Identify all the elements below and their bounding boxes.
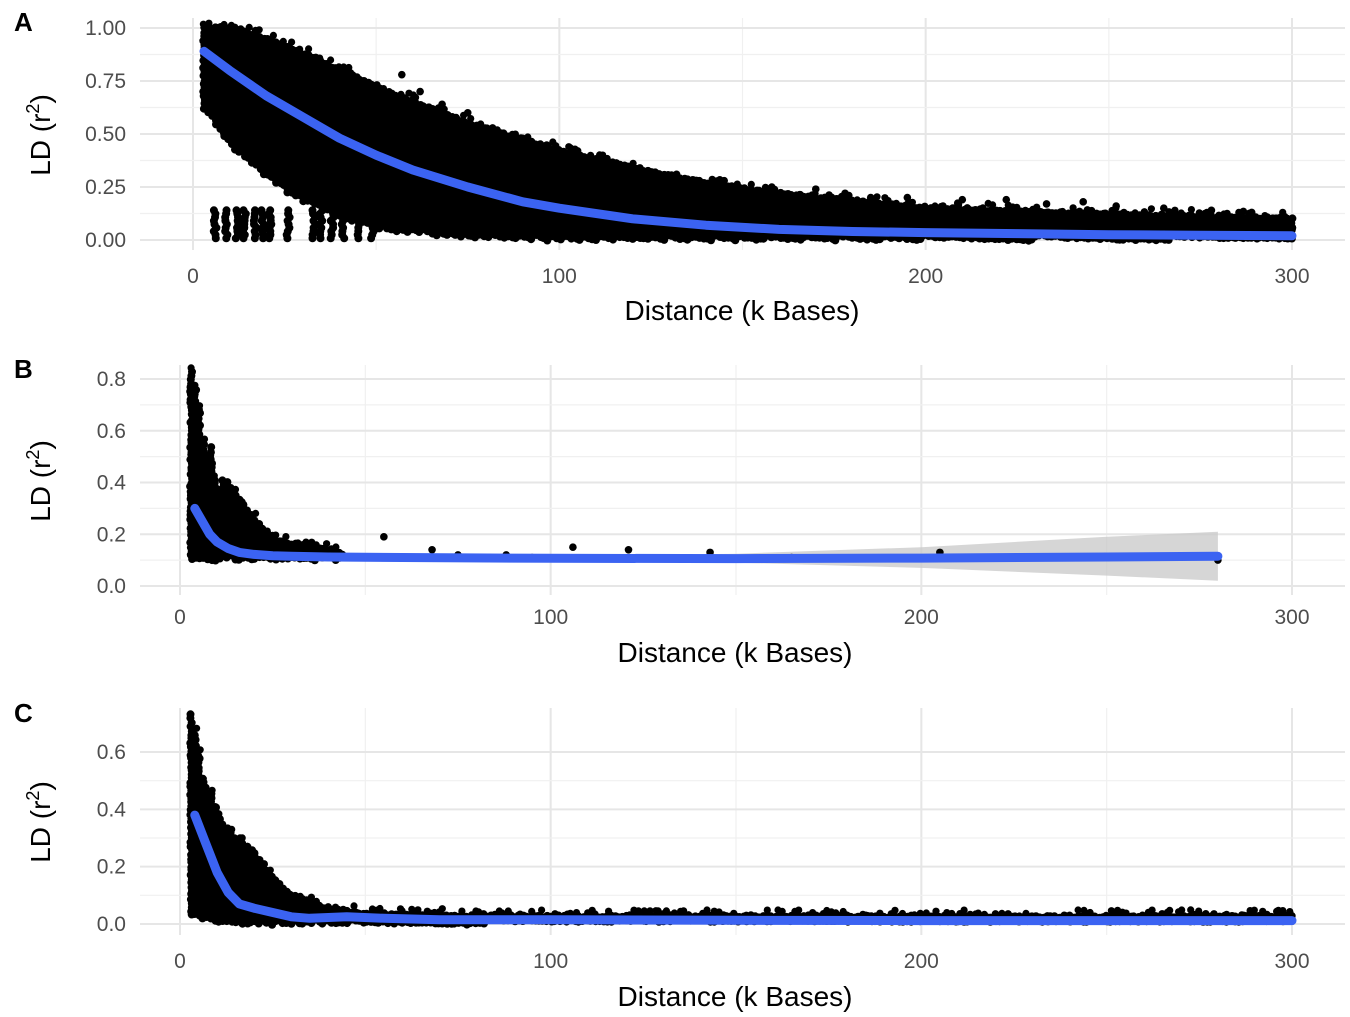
data-point [1171,206,1179,214]
data-point [1059,207,1067,216]
data-point [629,159,637,167]
data-point [943,205,951,213]
data-point [989,201,997,209]
data-point [655,170,663,178]
data-point [279,37,287,46]
data-point [327,56,335,64]
data-point [296,45,304,53]
data-point [305,45,313,53]
data-point [269,31,277,39]
data-point [908,198,917,206]
data-point [467,115,475,123]
panel-a: 0.000.250.500.751.00 0 100 200 300 A Distan… [14,7,1345,326]
data-point [346,69,355,77]
data-point [1147,205,1155,213]
data-point [255,26,263,34]
data-point [250,234,259,243]
data-point [511,130,519,138]
data-point [259,234,268,243]
data-point [231,234,240,243]
data-point [222,234,231,243]
data-point [587,151,595,159]
data-point [245,23,253,31]
data-point [412,93,420,101]
panel-a-points [199,19,1297,245]
data-point [199,20,207,28]
data-point [239,234,248,243]
data-point [211,234,220,243]
data-point [265,234,274,243]
data-point [316,54,324,62]
data-point [747,180,755,188]
data-point [1187,206,1195,214]
data-point [288,38,296,46]
data-point [1239,207,1247,215]
data-point [873,193,881,201]
